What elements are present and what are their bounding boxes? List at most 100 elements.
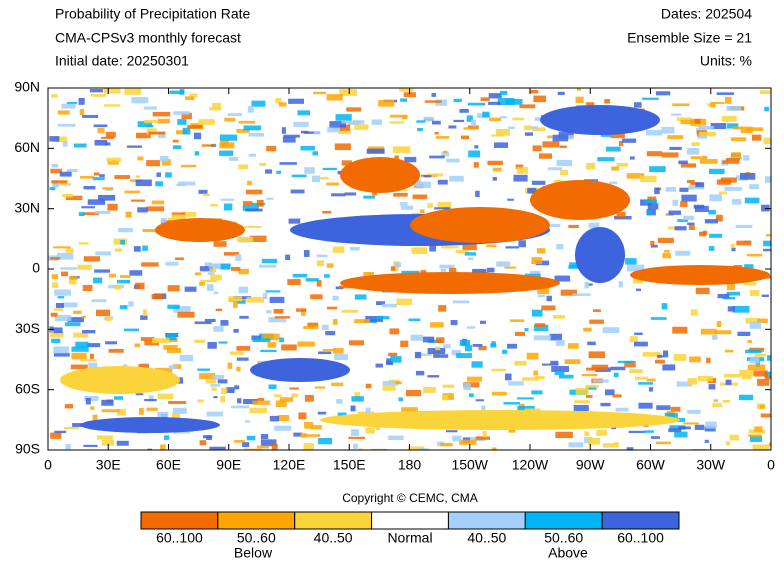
speckle bbox=[533, 370, 538, 376]
speckle bbox=[168, 365, 178, 370]
speckle bbox=[78, 97, 85, 105]
speckle bbox=[467, 102, 486, 106]
speckle bbox=[354, 319, 370, 324]
speckle bbox=[128, 301, 134, 307]
blob bbox=[60, 366, 180, 394]
speckle bbox=[137, 156, 144, 161]
speckle bbox=[677, 219, 688, 222]
speckle bbox=[193, 132, 202, 140]
speckle bbox=[291, 393, 298, 398]
speckle bbox=[197, 368, 211, 371]
speckle bbox=[51, 163, 59, 168]
speckle bbox=[239, 315, 249, 319]
speckle bbox=[238, 120, 256, 124]
speckle bbox=[167, 348, 182, 353]
speckle bbox=[635, 288, 642, 292]
speckle bbox=[455, 249, 469, 254]
speckle bbox=[559, 374, 574, 379]
speckle bbox=[537, 287, 550, 295]
speckle bbox=[558, 131, 574, 138]
speckle bbox=[172, 139, 179, 143]
speckle bbox=[310, 294, 323, 300]
speckle bbox=[92, 414, 98, 421]
speckle bbox=[224, 117, 236, 122]
speckle bbox=[412, 194, 428, 200]
speckle bbox=[138, 364, 150, 370]
speckle bbox=[549, 333, 563, 341]
speckle bbox=[221, 387, 228, 394]
speckle bbox=[600, 133, 611, 137]
speckle bbox=[53, 308, 64, 311]
speckle bbox=[521, 377, 540, 381]
speckle bbox=[389, 328, 400, 335]
speckle bbox=[230, 405, 249, 409]
speckle bbox=[366, 148, 385, 154]
speckle bbox=[219, 150, 234, 156]
speckle bbox=[120, 275, 131, 278]
blob bbox=[250, 358, 350, 382]
speckle bbox=[146, 407, 158, 411]
speckle bbox=[488, 101, 501, 105]
speckle bbox=[427, 173, 444, 177]
speckle bbox=[210, 274, 222, 281]
speckle bbox=[55, 302, 64, 308]
speckle bbox=[304, 421, 314, 429]
speckle bbox=[49, 136, 60, 142]
speckle bbox=[405, 389, 422, 397]
speckle bbox=[738, 394, 754, 401]
speckle bbox=[647, 208, 652, 215]
speckle bbox=[532, 145, 542, 152]
speckle bbox=[50, 331, 64, 338]
speckle bbox=[529, 270, 541, 275]
speckle bbox=[348, 340, 365, 346]
speckle bbox=[395, 381, 402, 385]
speckle bbox=[730, 243, 735, 248]
speckle bbox=[732, 305, 750, 313]
speckle bbox=[281, 344, 297, 351]
speckle bbox=[365, 407, 371, 414]
speckle bbox=[348, 436, 366, 439]
speckle bbox=[244, 448, 262, 450]
speckle bbox=[473, 162, 479, 168]
speckle bbox=[711, 334, 718, 340]
speckle bbox=[541, 363, 559, 366]
speckle bbox=[174, 257, 184, 261]
speckle bbox=[91, 299, 107, 303]
speckle bbox=[449, 175, 464, 182]
speckle bbox=[142, 228, 159, 233]
speckle bbox=[177, 119, 187, 125]
map-field bbox=[48, 88, 771, 450]
speckle bbox=[194, 321, 212, 325]
speckle bbox=[713, 399, 718, 402]
speckle bbox=[724, 373, 741, 378]
speckle bbox=[82, 114, 99, 118]
speckle bbox=[238, 286, 249, 294]
speckle bbox=[152, 338, 170, 344]
speckle bbox=[706, 357, 711, 364]
speckle bbox=[140, 315, 148, 320]
speckle bbox=[646, 129, 663, 136]
speckle bbox=[227, 362, 233, 369]
speckle bbox=[712, 403, 723, 408]
speckle bbox=[759, 404, 765, 409]
speckle bbox=[616, 162, 628, 167]
speckle bbox=[499, 90, 508, 95]
speckle bbox=[61, 271, 69, 277]
lon-label: 180 bbox=[398, 457, 422, 473]
speckle bbox=[53, 327, 63, 334]
speckle bbox=[489, 117, 502, 122]
speckle bbox=[506, 343, 518, 349]
speckle bbox=[613, 372, 619, 378]
speckle bbox=[757, 378, 770, 386]
speckle bbox=[66, 101, 77, 105]
speckle bbox=[197, 399, 204, 403]
legend-swatch bbox=[217, 511, 296, 530]
speckle bbox=[749, 435, 763, 442]
speckle bbox=[144, 398, 157, 402]
speckle bbox=[204, 262, 212, 269]
speckle bbox=[246, 435, 256, 441]
speckle bbox=[524, 327, 529, 332]
speckle bbox=[650, 240, 655, 246]
speckle bbox=[731, 247, 736, 252]
speckle bbox=[388, 352, 398, 357]
